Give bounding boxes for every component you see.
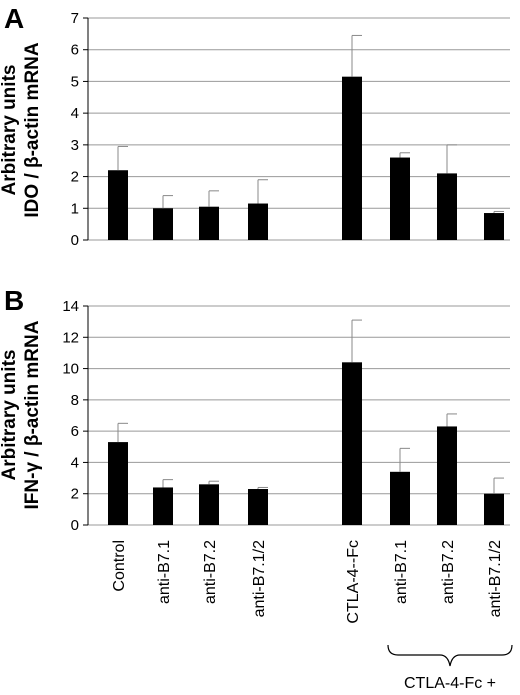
bar-a-8 [484, 213, 504, 240]
y-tick-label: 12 [62, 329, 79, 346]
y-tick-label: 6 [71, 42, 79, 59]
bar-b-8 [484, 493, 504, 525]
y-tick-label: 5 [71, 73, 79, 90]
bar-b-3 [199, 484, 219, 525]
bar-a-3 [199, 206, 219, 240]
group-bracket: CTLA-4-Fc + [387, 644, 513, 692]
bar-b-1 [108, 442, 128, 525]
bar-a-4 [248, 203, 268, 240]
y-axis-label-b-line2: IFN-γ / β-actin mRNA [22, 320, 43, 509]
bar-b-7 [437, 426, 457, 525]
panel-b: B Arbitrary units IFN-γ / β-actin mRNA 0… [0, 285, 510, 534]
panel-letter-a: A [4, 3, 24, 34]
y-axis-label-a-line2: IDO / β-actin mRNA [22, 42, 43, 218]
bar-b-2 [153, 487, 173, 525]
bar-a-5 [342, 76, 362, 241]
plot-area-b: 0 2 4 6 8 10 12 14 [62, 298, 510, 534]
bar-a-1 [108, 170, 128, 240]
y-tick-label: 6 [71, 423, 79, 440]
y-tick-label: 4 [71, 105, 79, 122]
y-tick-label: 10 [62, 361, 79, 378]
y-axis-label-b-line1: Arbitrary units [0, 350, 20, 481]
panel-letter-b: B [4, 285, 24, 316]
plot-area-a: 0 1 2 3 4 5 6 7 [71, 10, 510, 249]
y-tick-label: 14 [62, 298, 79, 315]
category-label-4: anti-B7.1/2 [251, 540, 268, 617]
bar-b-5 [342, 362, 362, 525]
y-tick-label: 0 [71, 232, 79, 249]
y-tick-label: 4 [71, 454, 79, 471]
bar-b-6 [390, 471, 410, 525]
category-label-8: anti-B7.1/2 [487, 540, 504, 617]
bar-b-4 [248, 489, 268, 525]
bar-a-2 [153, 208, 173, 240]
category-label-3: anti-B7.2 [202, 540, 219, 604]
category-label-7: anti-B7.2 [440, 540, 457, 604]
y-tick-label: 2 [71, 169, 79, 186]
bar-a-6 [390, 157, 410, 240]
panel-a: A Arbitrary units IDO / β-actin mRNA 0 1 2… [0, 3, 510, 249]
bar-a-7 [437, 173, 457, 240]
category-label-1: Control [111, 540, 128, 592]
category-label-2: anti-B7.1 [156, 540, 173, 604]
y-tick-label: 7 [71, 10, 79, 27]
y-tick-label: 8 [71, 392, 79, 409]
y-tick-label: 2 [71, 486, 79, 503]
y-axis-label-a-line1: Arbitrary units [0, 65, 20, 196]
y-tick-label: 3 [71, 137, 79, 154]
y-tick-label: 0 [71, 517, 79, 534]
bracket-brace [387, 644, 513, 667]
bracket-label: CTLA-4-Fc + [404, 675, 496, 692]
category-label-6: anti-B7.1 [393, 540, 410, 604]
category-labels: Control anti-B7.1 anti-B7.2 anti-B7.1/2 CTLA… [111, 540, 504, 624]
y-tick-label: 1 [71, 200, 79, 217]
category-label-5: CTLA-4--Fc [345, 540, 362, 624]
